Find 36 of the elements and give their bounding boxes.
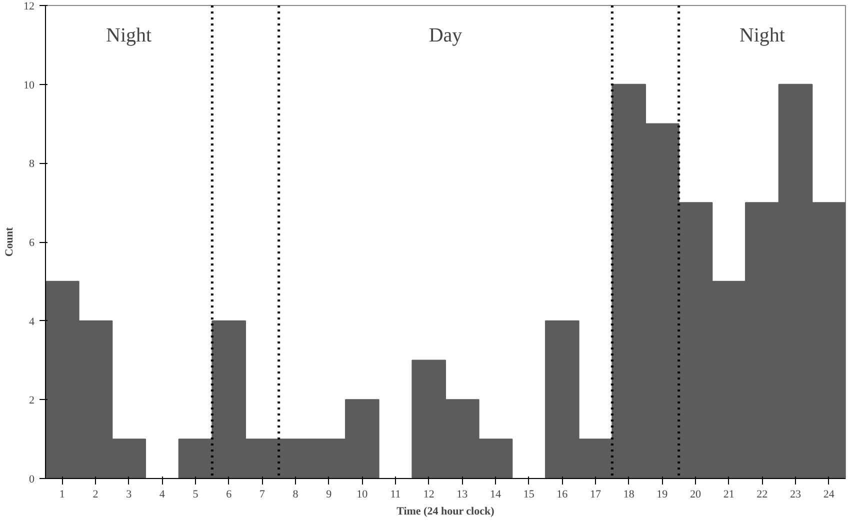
- x-tick-label: 2: [92, 488, 98, 500]
- x-tick-label: 20: [690, 488, 702, 500]
- x-tick-label: 19: [656, 488, 668, 500]
- x-tick-label: 18: [623, 488, 635, 500]
- x-tick-label: 23: [790, 488, 802, 500]
- x-tick-label: 22: [756, 488, 768, 500]
- annotation: Day: [428, 24, 462, 46]
- x-tick-label: 4: [159, 488, 166, 500]
- x-tick-label: 17: [590, 488, 602, 500]
- x-tick-label: 15: [523, 488, 535, 500]
- x-tick-label: 21: [723, 488, 734, 500]
- y-tick-label: 2: [29, 394, 34, 407]
- y-tick-label: 0: [29, 474, 35, 486]
- x-tick-label: 1: [59, 488, 65, 500]
- y-tick-label: 10: [24, 79, 35, 92]
- x-tick-label: 11: [390, 488, 401, 500]
- y-tick-label: 12: [24, 0, 34, 12]
- x-tick-label: 24: [823, 488, 835, 500]
- x-tick-label: 3: [126, 488, 132, 500]
- x-tick-label: 5: [192, 488, 199, 500]
- annotation: Night: [739, 24, 786, 46]
- y-tick-label: 8: [29, 158, 35, 170]
- x-tick-label: 8: [292, 488, 299, 500]
- y-tick-label: 4: [29, 316, 35, 328]
- x-tick-label: 9: [326, 488, 332, 500]
- x-tick-label: 13: [456, 488, 468, 500]
- annotation: Night: [106, 24, 152, 46]
- y-tick-label: 6: [29, 237, 35, 249]
- x-tick-label: 6: [226, 488, 232, 500]
- x-tick-label: 14: [490, 488, 502, 500]
- y-axis-title: Count: [4, 226, 16, 257]
- x-tick-label: 10: [356, 488, 368, 500]
- x-tick-label: 12: [423, 488, 434, 500]
- x-axis-title: Time (24 hour clock): [396, 506, 495, 518]
- x-tick-label: 7: [259, 488, 266, 500]
- x-tick-label: 16: [556, 488, 568, 500]
